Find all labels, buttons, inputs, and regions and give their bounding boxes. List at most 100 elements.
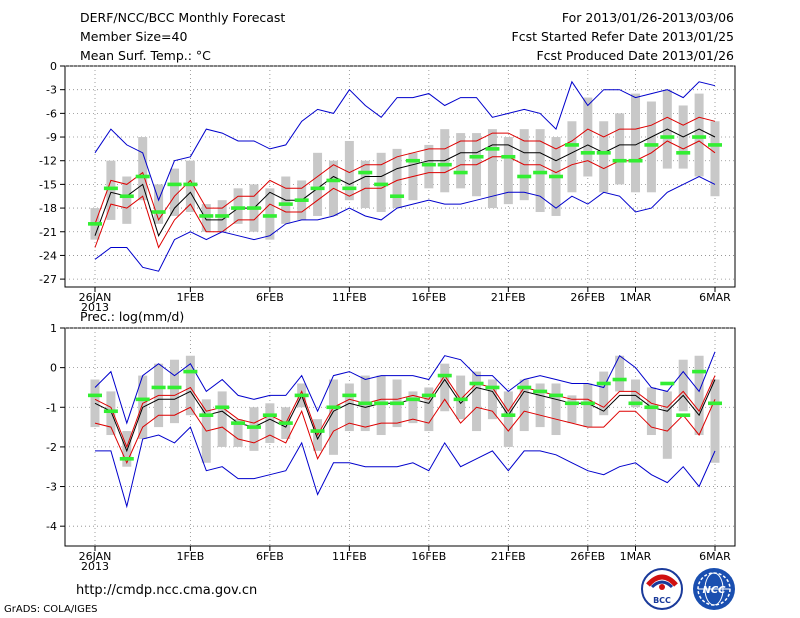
spread-box [599, 121, 609, 193]
spread-box [472, 371, 482, 432]
spread-box [503, 137, 513, 205]
y-tick-label: -21 [39, 226, 57, 239]
envelope-upper-line [94, 351, 716, 425]
spread-box [233, 188, 243, 224]
observed-marker [231, 421, 246, 425]
spread-box [519, 379, 529, 432]
observed-marker [103, 186, 118, 191]
x-tick-label: 26JAN [79, 291, 112, 304]
spread-box [249, 407, 259, 451]
plot-frame [64, 65, 736, 288]
x-tick-label: 1MAR [620, 291, 652, 304]
x-tick-label: 6MAR [699, 291, 731, 304]
spread-box [408, 391, 418, 424]
spread-box [217, 391, 227, 447]
observed-marker [501, 413, 516, 417]
x-tick-label: 11FEB [332, 291, 367, 304]
x-tick-label: 21FEB [491, 291, 526, 304]
observed-marker [405, 158, 420, 163]
observed-marker [580, 401, 595, 406]
spread-box [344, 140, 354, 201]
spread-box [233, 419, 243, 447]
observed-marker [151, 210, 166, 214]
observed-marker [421, 393, 436, 398]
observed-marker [358, 170, 373, 175]
observed-marker [246, 425, 261, 429]
x-tick-label: 26FEB [570, 291, 605, 304]
x-tick-label: 16FEB [411, 291, 446, 304]
observed-marker [549, 174, 564, 179]
x-tick-label: 6MAR [699, 550, 731, 563]
spread-box [583, 383, 593, 428]
observed-marker [342, 393, 357, 398]
spread-box [265, 403, 275, 443]
observed-marker [533, 170, 548, 175]
member-size: Member Size=40 [80, 29, 188, 44]
spread-box [122, 431, 132, 467]
observed-marker [358, 401, 373, 406]
source-url[interactable]: http://cmdp.ncc.cma.gov.cn [76, 583, 258, 598]
x-tick-sublabel: 2013 [81, 301, 109, 314]
spread-box [646, 101, 656, 193]
spread-box [710, 121, 720, 197]
envelope-lower-line [94, 175, 716, 272]
observed-marker [199, 413, 214, 417]
envelope-lower-line [95, 426, 716, 509]
observed-marker [580, 151, 595, 155]
ncc-logo-text: NCC [702, 585, 726, 596]
spread-box [201, 204, 211, 232]
spread-box [583, 97, 593, 177]
observed-marker [644, 143, 659, 147]
observed-marker [628, 158, 643, 163]
ensemble-mean-line [94, 128, 716, 237]
spread-box [567, 121, 577, 193]
spread-box [615, 355, 625, 392]
observed-marker [119, 457, 134, 461]
spread-box [535, 129, 545, 213]
ensemble-mean-line [94, 378, 716, 453]
observed-marker [262, 214, 277, 218]
observed-marker [708, 401, 722, 406]
spread-box [265, 188, 275, 240]
observed-marker [564, 143, 579, 147]
observed-marker [374, 182, 389, 187]
spread-box [169, 168, 179, 216]
observed-marker [231, 206, 246, 210]
spread-box [694, 93, 704, 177]
observed-marker [708, 143, 722, 147]
y-tick-label: -27 [39, 273, 57, 286]
x-tick-label: 26JAN [79, 550, 112, 563]
x-tick-label: 1FEB [176, 291, 204, 304]
spread-box [122, 176, 132, 224]
spread-box [185, 355, 195, 416]
spread-box [503, 391, 513, 447]
spread-box [694, 355, 704, 436]
spread-upper-line [94, 374, 716, 449]
bcc-logo-text: BCC [653, 596, 671, 605]
observed-marker [278, 421, 293, 425]
observed-marker [374, 401, 389, 406]
x-tick-label: 26FEB [570, 550, 605, 563]
observed-marker [533, 389, 548, 394]
spread-box [138, 137, 148, 201]
observed-marker [342, 186, 357, 191]
y-tick-label: -2 [46, 441, 57, 454]
observed-marker [88, 393, 102, 398]
y-tick-label: -4 [46, 520, 57, 533]
spread-box [328, 379, 338, 455]
spread-box [662, 391, 672, 459]
spread-box [456, 375, 466, 420]
spread-box [551, 383, 561, 436]
y-tick-label: -1 [46, 401, 57, 414]
observed-marker [596, 151, 611, 155]
observed-marker [215, 405, 230, 410]
observed-marker [167, 182, 182, 187]
spread-lower-line [94, 140, 716, 249]
observed-marker [310, 429, 325, 433]
observed-marker [183, 369, 198, 374]
logos: BCC NCC [641, 568, 735, 610]
observed-marker [453, 170, 468, 175]
observed-marker [135, 397, 150, 402]
spread-box [615, 113, 625, 185]
x-tick-label: 1MAR [620, 550, 652, 563]
